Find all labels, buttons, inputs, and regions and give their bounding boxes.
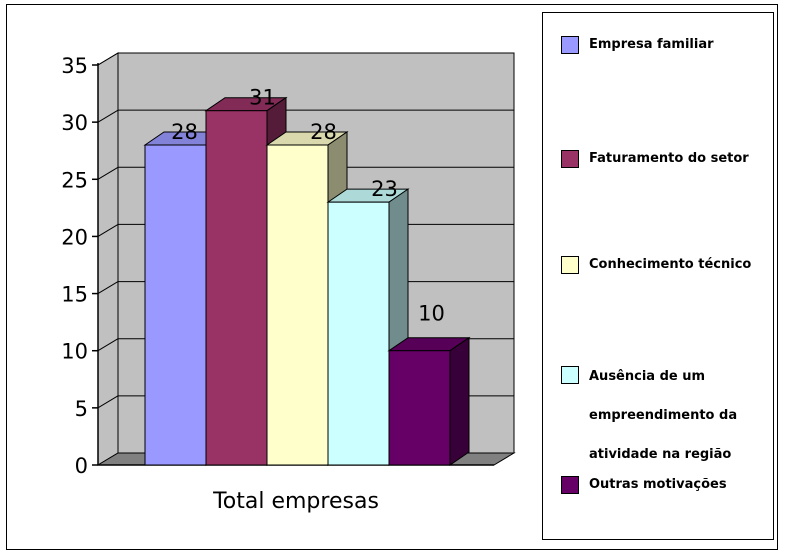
x-axis-label: Total empresas <box>212 489 379 514</box>
bar-value-label: 28 <box>171 120 198 144</box>
y-tick-label: 25 <box>61 168 88 192</box>
bar-2 <box>205 110 268 466</box>
bar-5-side <box>449 336 470 466</box>
legend-label: Empresa familiar <box>589 37 714 52</box>
y-tick-label: 20 <box>61 225 88 249</box>
legend-swatch <box>561 476 579 494</box>
gridline-side <box>97 166 119 180</box>
gridline-side <box>97 52 119 66</box>
gridline-side <box>97 395 119 409</box>
legend-swatch <box>561 36 579 54</box>
bar-value-label: 23 <box>371 177 398 201</box>
legend-label: Faturamento do setor <box>589 151 749 166</box>
legend-label-line: atividade na região <box>589 447 732 462</box>
legend-entry-ausencia: Ausência de um empreendimento da ativida… <box>543 365 775 462</box>
legend-swatch <box>561 150 579 168</box>
legend-label: Outras motivações <box>589 477 727 492</box>
bar-1 <box>144 144 207 466</box>
bar-value-label: 28 <box>310 120 337 144</box>
bar-value-label: 10 <box>418 302 445 326</box>
gridline-side <box>97 281 119 295</box>
y-tick-label: 0 <box>75 454 88 478</box>
legend-label: Ausência de um empreendimento da ativida… <box>589 357 737 474</box>
gridline-side <box>97 109 119 123</box>
y-tick-label: 10 <box>61 340 88 364</box>
chart-legend: Empresa familiar Faturamento do setor Co… <box>542 12 774 540</box>
bar-5 <box>388 350 451 466</box>
legend-label-line: empreendimento da <box>589 408 738 423</box>
y-tick-label: 30 <box>61 111 88 135</box>
legend-label: Conhecimento técnico <box>589 257 752 272</box>
legend-entry-conhecimento-tecnico: Conhecimento técnico <box>543 255 775 275</box>
gridline-side <box>97 338 119 352</box>
y-tick-label: 35 <box>61 54 88 78</box>
chart-side-wall <box>97 52 119 466</box>
legend-entry-outras-motivacoes: Outras motivações <box>543 475 775 495</box>
bar-3 <box>266 144 329 466</box>
bar-4 <box>327 201 390 466</box>
legend-entry-empresa-familiar: Empresa familiar <box>543 35 775 55</box>
chart-frame <box>6 4 778 550</box>
legend-swatch <box>561 256 579 274</box>
y-tick-label: 15 <box>61 283 88 307</box>
legend-label-line: Ausência de um <box>589 369 706 384</box>
gridline-side <box>97 223 119 237</box>
y-tick-label: 5 <box>75 397 88 421</box>
bar-value-label: 31 <box>249 86 276 110</box>
legend-entry-faturamento-do-setor: Faturamento do setor <box>543 149 775 169</box>
legend-swatch <box>561 366 579 384</box>
